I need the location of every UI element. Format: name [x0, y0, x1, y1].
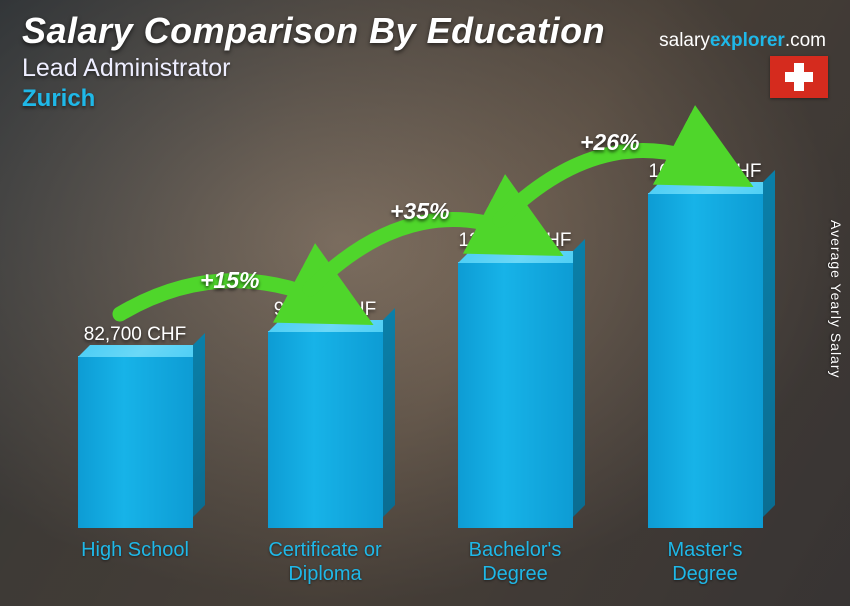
brand-label: salaryexplorer.com — [659, 30, 826, 52]
bar-value-label: 82,700 CHF — [84, 324, 186, 346]
bar-wrap: 94,900 CHF — [240, 299, 410, 528]
bar-wrap: 82,700 CHF — [50, 324, 220, 528]
brand-suffix: .com — [785, 30, 826, 51]
bar-side-face — [193, 333, 205, 517]
bar-side-face — [383, 308, 395, 517]
bar — [78, 356, 193, 528]
bar — [648, 193, 763, 528]
category-label: High School — [50, 538, 220, 586]
chart-location: Zurich — [22, 85, 830, 113]
bar — [268, 331, 383, 528]
bar-front-face — [648, 193, 763, 528]
bar — [458, 262, 573, 528]
bar-top-face — [458, 251, 585, 263]
category-label: Bachelor'sDegree — [430, 538, 600, 586]
brand-accent: explorer — [710, 30, 785, 51]
bar-top-face — [648, 182, 775, 194]
header: Salary Comparison By Education Lead Admi… — [22, 10, 830, 113]
category-label: Master'sDegree — [620, 538, 790, 586]
bar-side-face — [573, 239, 585, 517]
bar-top-face — [78, 345, 205, 357]
bar-value-label: 94,900 CHF — [274, 299, 376, 321]
bar-front-face — [458, 262, 573, 528]
bar-value-label: 161,000 CHF — [648, 161, 761, 183]
bar-side-face — [763, 170, 775, 517]
bar-wrap: 161,000 CHF — [620, 161, 790, 528]
bar-front-face — [268, 331, 383, 528]
category-label: Certificate orDiploma — [240, 538, 410, 586]
bar-top-face — [268, 320, 395, 332]
bar-front-face — [78, 356, 193, 528]
bar-chart: 82,700 CHF 94,900 CHF 128,000 CHF 161,000 C… — [40, 140, 800, 586]
brand-prefix: salary — [659, 30, 710, 51]
flag-cross-h — [785, 72, 813, 82]
categories-container: High School Certificate orDiploma Bachelor… — [40, 538, 800, 586]
bar-value-label: 128,000 CHF — [458, 230, 571, 252]
bars-container: 82,700 CHF 94,900 CHF 128,000 CHF 161,000 C… — [40, 140, 800, 528]
bar-wrap: 128,000 CHF — [430, 230, 600, 528]
flag-icon — [770, 56, 828, 98]
chart-subtitle: Lead Administrator — [22, 54, 830, 83]
y-axis-label: Average Yearly Salary — [828, 220, 844, 379]
